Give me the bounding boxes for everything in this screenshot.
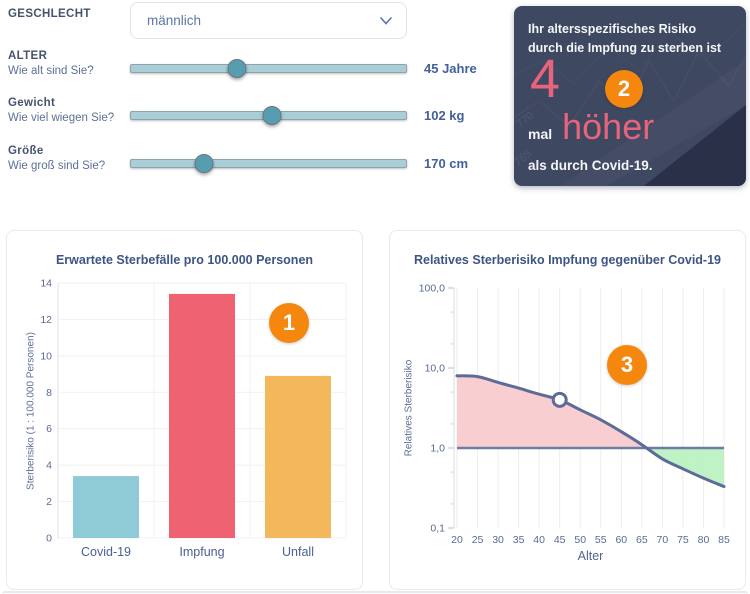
risk-unit-word: mal [528, 126, 553, 142]
svg-text:10,0: 10,0 [425, 363, 446, 375]
gender-selected-value: männlich [147, 13, 202, 28]
risk-result-card: 770 765 Ihr altersspezifisches Risiko du… [514, 6, 746, 186]
height-slider-thumb[interactable] [194, 154, 214, 173]
risk-factor-number: 4 [530, 49, 561, 109]
line-chart-x-axis-title: Alter [577, 549, 604, 563]
age-question: Wie alt sind Sie? [8, 65, 94, 77]
svg-text:12: 12 [40, 314, 52, 326]
svg-text:Unfall: Unfall [282, 545, 314, 559]
svg-text:8: 8 [46, 387, 52, 399]
line-chart-panel: Relatives Sterberisiko Impfung gegenüber… [389, 230, 746, 590]
bar-chart-panel: Erwartete Sterbefälle pro 100.000 Person… [6, 230, 363, 590]
age-slider-thumb[interactable] [227, 59, 247, 78]
annotation-badge-2: 2 [605, 70, 643, 108]
age-label: ALTER [8, 50, 48, 62]
bar-chart-title: Erwartete Sterbefälle pro 100.000 Person… [55, 253, 314, 267]
annotation-badge-3: 3 [607, 345, 647, 385]
svg-text:1,0: 1,0 [430, 443, 445, 455]
svg-text:55: 55 [595, 534, 607, 546]
gender-select[interactable]: männlich [130, 2, 407, 39]
weight-question: Wie viel wiegen Sie? [8, 112, 115, 124]
weight-label: Gewicht [8, 97, 56, 109]
svg-text:30: 30 [492, 534, 504, 546]
svg-text:Impfung: Impfung [179, 545, 224, 559]
svg-text:80: 80 [698, 534, 710, 546]
age-slider-track[interactable] [130, 59, 407, 78]
risk-card-intro: Ihr altersspezifisches Risiko durch die … [528, 22, 722, 55]
svg-text:4: 4 [46, 460, 52, 472]
svg-text:40: 40 [533, 534, 545, 546]
height-label: Größe [8, 145, 44, 157]
bar-chart-svg: 0 2 4 6 8 10 12 14 Covid-19 Impfung Unfall [40, 278, 347, 559]
next-section-edge [2, 591, 748, 594]
svg-text:Covid-19: Covid-19 [81, 545, 131, 559]
svg-text:50: 50 [574, 534, 586, 546]
svg-text:6: 6 [46, 423, 52, 435]
weight-value: 102 kg [424, 108, 465, 123]
svg-text:85: 85 [718, 534, 730, 546]
svg-text:45: 45 [554, 534, 566, 546]
weight-slider-track[interactable] [130, 106, 407, 125]
svg-text:25: 25 [472, 534, 484, 546]
weight-slider-thumb[interactable] [262, 106, 282, 125]
height-question: Wie groß sind Sie? [8, 160, 106, 172]
svg-text:35: 35 [513, 534, 525, 546]
age-value: 45 Jahre [424, 61, 477, 76]
svg-text:20: 20 [451, 534, 463, 546]
age-slider-row: ALTER Wie alt sind Sie? 45 Jahre [0, 44, 750, 91]
svg-text:70: 70 [657, 534, 669, 546]
svg-text:14: 14 [40, 278, 52, 290]
height-slider-row: Größe Wie groß sind Sie? 170 cm [0, 139, 750, 186]
height-value: 170 cm [424, 156, 469, 171]
svg-text:75: 75 [677, 534, 689, 546]
gender-label: GESCHLECHT [8, 8, 91, 20]
line-chart-title: Relatives Sterberisiko Impfung gegenüber… [413, 253, 722, 267]
svg-text:65: 65 [636, 534, 648, 546]
annotation-badge-1: 1 [269, 303, 309, 343]
svg-text:10: 10 [40, 350, 52, 362]
risk-comparison-word: höher [562, 106, 655, 147]
svg-text:100,0: 100,0 [419, 283, 445, 295]
svg-text:60: 60 [615, 534, 627, 546]
line-chart-svg: 20 25 30 35 40 45 50 55 60 65 70 75 80 85 100,0 10,0 1,0… [419, 283, 730, 547]
chevron-down-icon [380, 12, 392, 30]
weight-slider-row: Gewicht Wie viel wiegen Sie? 102 kg [0, 91, 750, 138]
height-slider-track[interactable] [130, 154, 407, 173]
svg-text:0,1: 0,1 [430, 523, 445, 535]
svg-text:0: 0 [46, 533, 52, 545]
risk-comparison-row: mal höher [528, 106, 654, 148]
svg-text:2: 2 [46, 496, 52, 508]
risk-card-outro: als durch Covid-19. [528, 158, 653, 173]
